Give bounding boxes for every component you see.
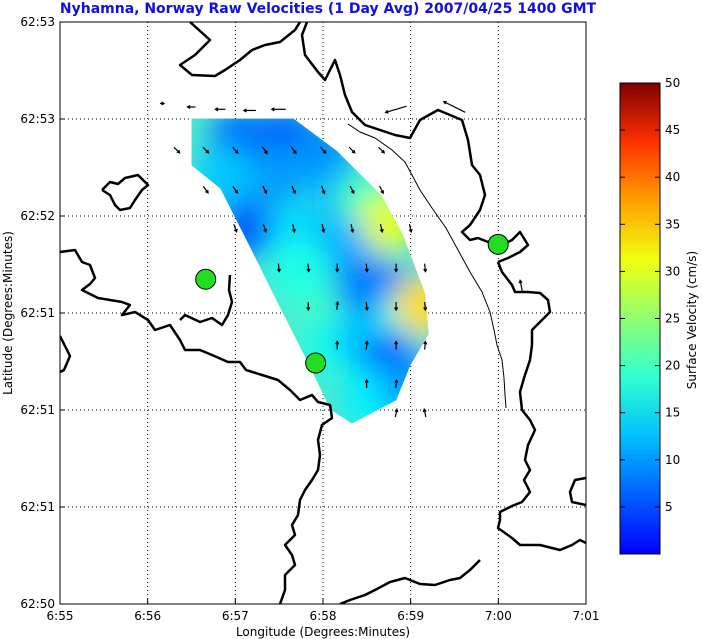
radar-sites [195, 233, 509, 374]
coastline-segment [568, 476, 586, 507]
velocity-arrow [306, 263, 311, 273]
velocity-arrow [291, 223, 296, 234]
y-axis-ticks: 62:53 62:53 62:52 62:51 62:51 62:51 62:50 [20, 15, 65, 611]
velocity-arrow [422, 408, 427, 418]
colorbar-tick-label: 25 [665, 312, 680, 326]
velocity-arrow [291, 185, 297, 195]
velocity-arrow [379, 223, 384, 234]
velocity-arrow [379, 185, 384, 195]
y-tick-label: 62:50 [20, 597, 55, 611]
velocity-arrow [423, 301, 428, 312]
colorbar-ticks: 5 10 15 20 25 30 35 40 45 50 [620, 76, 680, 514]
velocity-arrow [261, 146, 268, 155]
coastline-segment [60, 248, 334, 604]
x-tick-label: 6:57 [222, 609, 249, 623]
velocity-arrow [202, 186, 209, 194]
velocity-arrow [160, 101, 166, 106]
velocity-arrow [335, 263, 340, 273]
velocity-arrow [394, 263, 399, 273]
chart-title: Nyhamna, Norway Raw Velocities (1 Day Av… [60, 1, 597, 17]
speed-sample [247, 146, 308, 207]
velocity-arrow [364, 378, 369, 389]
y-tick-label: 62:53 [20, 112, 55, 126]
colorbar-tick-label: 10 [665, 453, 680, 467]
velocity-arrow [394, 302, 399, 312]
velocity-arrow [186, 104, 196, 109]
velocity-arrow [321, 223, 326, 234]
velocity-arrow [306, 302, 311, 312]
velocity-vectors [160, 100, 524, 418]
velocity-arrow [394, 378, 399, 389]
velocity-arrow [442, 100, 466, 113]
radar-site-marker [305, 352, 327, 374]
colorbar-tick-label: 5 [665, 500, 673, 514]
velocity-arrow [319, 146, 327, 155]
velocity-arrow [232, 146, 239, 155]
x-axis-ticks: 6:55 6:56 6:57 6:58 6:59 7:00 7:01 [47, 599, 600, 623]
colorbar-tick-label: 15 [665, 406, 680, 420]
colorbar-tick-label: 35 [665, 217, 680, 231]
velocity-arrow [335, 340, 340, 350]
y-tick-label: 62:51 [20, 403, 55, 417]
y-tick-label: 62:51 [20, 306, 55, 320]
velocity-arrow [262, 224, 268, 233]
y-tick-label: 62:52 [20, 209, 55, 223]
velocity-arrow [321, 185, 326, 195]
coastline-segment [60, 335, 72, 374]
velocity-arrow [262, 185, 268, 195]
velocity-arrow [364, 340, 369, 350]
colorbar-tick-label: 20 [665, 359, 680, 373]
colorbar-tick-label: 45 [665, 123, 680, 137]
speed-sample [268, 239, 329, 300]
coastline-thin [347, 123, 507, 409]
coastline-segment [179, 274, 234, 327]
velocity-arrow [214, 107, 226, 112]
velocity-arrow [423, 263, 428, 273]
coastline-segment [339, 559, 481, 604]
velocity-arrow [349, 185, 355, 195]
x-tick-label: 6:56 [134, 609, 161, 623]
velocity-arrow [276, 263, 281, 273]
velocity-arrow [394, 408, 399, 418]
colorbar-label: Surface Velocity (cm/s) [685, 251, 699, 389]
x-tick-label: 6:58 [310, 609, 337, 623]
velocity-arrow [335, 300, 340, 311]
colorbar-tick-label: 30 [665, 264, 680, 278]
velocity-arrow [394, 340, 399, 350]
velocity-arrow [348, 146, 356, 154]
velocity-arrow [364, 263, 369, 273]
velocity-arrow [232, 186, 239, 194]
coastline-segment [178, 22, 302, 78]
velocity-arrow [173, 146, 181, 154]
radar-site-marker [195, 268, 217, 290]
colorbar-tick-label: 50 [665, 76, 680, 90]
velocity-arrow [233, 224, 238, 233]
y-tick-label: 62:51 [20, 500, 55, 514]
x-tick-label: 7:01 [573, 609, 600, 623]
velocity-arrow [518, 279, 524, 293]
coastline-segment [496, 261, 586, 552]
velocity-arrow [378, 146, 386, 154]
colorbar-tick-label: 40 [665, 170, 680, 184]
velocity-arrow [423, 340, 428, 350]
x-tick-label: 6:59 [397, 609, 424, 623]
velocity-arrow [364, 301, 369, 312]
velocity-arrow [242, 108, 256, 113]
y-axis-label: Latitude (Degrees:Minutes) [1, 231, 15, 395]
radar-site-marker [487, 233, 509, 255]
coastline-segment [101, 173, 150, 212]
y-tick-label: 62:53 [20, 15, 55, 29]
velocity-arrow [270, 107, 286, 112]
velocity-arrow [202, 146, 210, 154]
velocity-arrow [408, 223, 413, 234]
velocity-arrow [350, 223, 355, 234]
velocity-arrow [290, 146, 297, 155]
colorbar-gradient [619, 82, 661, 555]
x-axis-label: Longitude (Degrees:Minutes) [236, 625, 410, 639]
velocity-arrow [384, 105, 407, 114]
colorbar: 5 10 15 20 25 30 35 40 45 50 Surface Velocity (cm… [619, 76, 699, 555]
x-tick-label: 7:00 [485, 609, 512, 623]
x-tick-label: 6:55 [47, 609, 74, 623]
